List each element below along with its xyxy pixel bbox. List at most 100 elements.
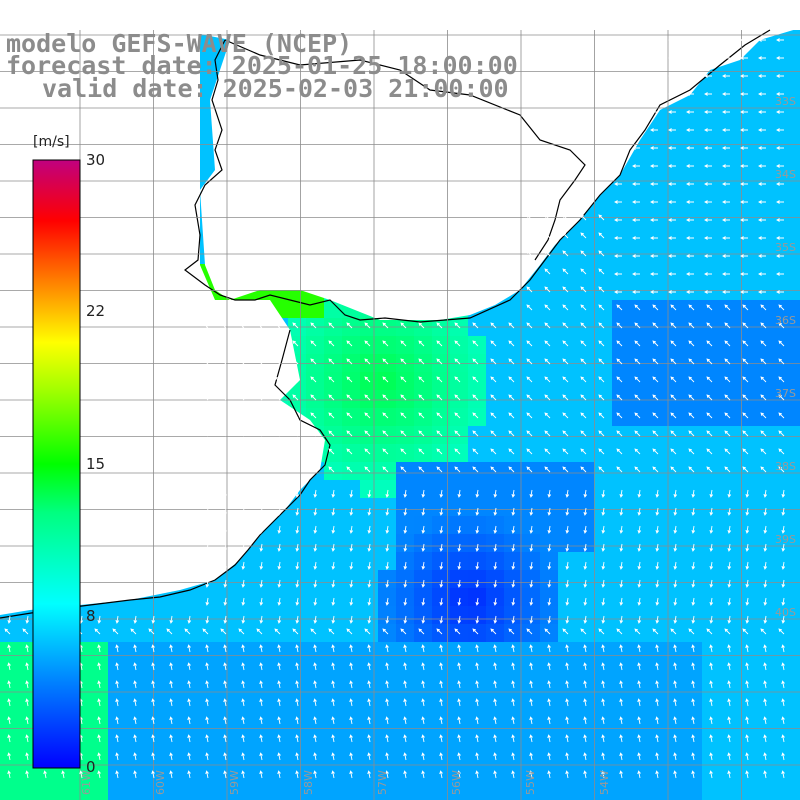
wind-arrow [364,358,371,365]
speed-cell [504,696,523,715]
speed-cell [684,264,703,283]
wind-arrow [758,290,766,294]
speed-cell [774,210,793,229]
wind-arrow [475,525,480,534]
speed-cell [756,552,775,571]
wind-arrow [133,752,137,761]
speed-cell [792,84,800,103]
wind-arrow [277,770,281,779]
wind-arrow [256,358,263,365]
wind-arrow [614,182,622,186]
speed-cell [648,210,667,229]
speed-cell [666,678,685,697]
speed-cell [432,516,451,535]
speed-cell [720,696,739,715]
speed-cell [612,192,631,211]
wind-arrow [583,525,588,534]
speed-cell [720,156,739,175]
wind-arrow [598,304,605,311]
longitude-label: 60W [154,770,167,795]
wind-arrow [758,272,766,276]
wind-arrow [7,770,11,779]
speed-cell [504,786,523,800]
speed-cell [630,264,649,283]
speed-cell [648,264,667,283]
wind-arrow [763,489,768,498]
wind-arrow [256,628,263,635]
speed-cell [630,750,649,769]
wind-arrow [133,770,137,779]
wind-arrow [238,376,245,383]
wind-arrow [722,272,730,276]
wind-arrow [727,615,732,624]
speed-cell [738,606,757,625]
wind-arrow [616,412,623,419]
wind-arrow [727,698,731,707]
speed-cell [18,786,37,800]
speed-cell [378,516,397,535]
speed-cell [576,588,595,607]
wind-arrow [688,412,695,419]
speed-cell [738,264,757,283]
speed-cell [702,102,721,121]
speed-cell [468,732,487,751]
wind-arrow [529,561,534,570]
speed-cell [720,138,739,157]
wind-arrow [652,430,659,437]
wind-arrow [7,734,11,743]
wind-arrow [544,286,551,293]
wind-arrow [439,680,443,689]
speed-cell [342,516,361,535]
speed-cell [450,660,469,679]
wind-arrow [565,579,570,588]
speed-cell [414,606,433,625]
speed-cell [774,786,793,800]
wind-arrow [668,218,676,222]
speed-cell [486,534,505,553]
wind-arrow [650,74,658,78]
speed-cell [684,138,703,157]
speed-cell [666,660,685,679]
speed-cell [342,786,361,800]
speed-cell [180,660,199,679]
speed-cell [774,606,793,625]
wind-arrow [758,164,766,168]
coastline-south [0,329,331,619]
wind-arrow [688,340,695,347]
wind-arrow [619,644,623,653]
wind-arrow [151,615,156,624]
wind-arrow [313,543,318,552]
speed-cell [234,588,253,607]
speed-cell [468,606,487,625]
speed-cell [396,660,415,679]
wind-arrow [760,376,767,383]
speed-cell [630,588,649,607]
wind-arrow [151,716,155,725]
speed-cell [522,732,541,751]
wind-arrow [583,770,587,779]
wind-arrow [776,110,784,114]
wind-arrow [295,716,299,725]
wind-arrow [655,543,660,552]
speed-cell [504,660,523,679]
speed-cell [378,750,397,769]
speed-cell [558,588,577,607]
wind-arrow [616,466,623,473]
wind-arrow [724,628,731,635]
speed-cell [720,588,739,607]
wind-arrow [457,662,461,671]
wind-arrow [758,200,766,204]
speed-cell [576,534,595,553]
wind-arrow [493,525,498,534]
wind-arrow [421,716,425,725]
wind-arrow [493,698,497,707]
speed-cell [126,606,145,625]
speed-cell [756,786,775,800]
wind-arrow [562,412,569,419]
wind-arrow [112,628,119,635]
wind-arrow [475,561,480,570]
speed-cell [774,552,793,571]
wind-arrow [709,561,714,570]
wind-arrow [25,644,29,653]
wind-arrow [727,507,732,516]
